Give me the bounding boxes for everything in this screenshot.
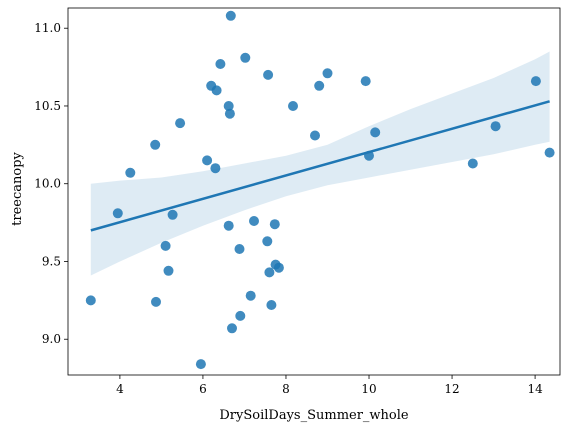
confidence-band bbox=[90, 51, 550, 276]
y-tick-label: 10.0 bbox=[34, 177, 61, 191]
data-point bbox=[490, 121, 501, 132]
data-point bbox=[264, 267, 275, 278]
data-point bbox=[266, 300, 277, 310]
ticks-layer: 4 6 8 10 12 14 9.0 9.5 10.0 10.5 11.0 bbox=[34, 21, 543, 396]
x-tick-label: 10 bbox=[361, 382, 376, 396]
regression-layer bbox=[90, 100, 550, 232]
x-tick-label: 4 bbox=[116, 382, 124, 396]
data-point bbox=[235, 310, 246, 321]
data-point bbox=[234, 244, 245, 254]
data-point bbox=[360, 76, 371, 87]
data-point bbox=[224, 108, 235, 119]
data-point bbox=[125, 167, 136, 178]
data-point bbox=[215, 59, 226, 69]
data-point bbox=[530, 76, 541, 87]
data-point bbox=[202, 155, 213, 166]
data-point bbox=[223, 101, 234, 111]
data-point bbox=[322, 68, 333, 79]
data-point bbox=[227, 323, 237, 334]
y-tick-label: 9.5 bbox=[42, 254, 61, 268]
data-point bbox=[262, 236, 273, 247]
data-point bbox=[167, 209, 178, 220]
data-point bbox=[273, 262, 284, 273]
data-point bbox=[175, 118, 186, 129]
data-point bbox=[160, 240, 171, 251]
y-tick-label: 11.0 bbox=[34, 21, 61, 35]
x-tick-label: 8 bbox=[282, 382, 290, 396]
x-tick-label: 12 bbox=[444, 382, 459, 396]
data-point bbox=[240, 52, 251, 63]
confidence-band-layer bbox=[90, 51, 550, 276]
y-tick-label: 10.5 bbox=[34, 99, 61, 113]
data-point bbox=[211, 85, 222, 96]
data-point bbox=[245, 290, 256, 301]
data-point bbox=[269, 219, 280, 230]
data-point bbox=[314, 80, 325, 91]
x-tick-label: 6 bbox=[199, 382, 207, 396]
x-axis-label: DrySoilDays_Summer_whole bbox=[219, 408, 409, 423]
data-point bbox=[150, 139, 161, 150]
regression-line bbox=[90, 100, 550, 232]
data-point bbox=[370, 127, 381, 138]
axes-layer bbox=[67, 7, 561, 376]
data-point bbox=[310, 130, 320, 141]
data-point bbox=[210, 163, 221, 174]
data-point bbox=[249, 216, 259, 226]
data-point bbox=[151, 296, 161, 307]
data-point bbox=[112, 208, 123, 219]
data-point bbox=[223, 220, 234, 231]
data-point bbox=[85, 295, 96, 306]
y-axis-label: treecanopy bbox=[10, 151, 25, 225]
data-point bbox=[288, 101, 298, 111]
y-tick-label: 9.0 bbox=[42, 332, 61, 346]
points-layer bbox=[85, 10, 555, 370]
x-tick-label: 14 bbox=[527, 382, 543, 396]
data-point bbox=[544, 147, 555, 158]
data-point bbox=[195, 359, 206, 370]
data-point bbox=[225, 10, 236, 21]
data-point bbox=[467, 158, 478, 169]
data-point bbox=[263, 69, 274, 80]
data-point bbox=[163, 265, 174, 276]
axes-frame bbox=[67, 7, 561, 376]
